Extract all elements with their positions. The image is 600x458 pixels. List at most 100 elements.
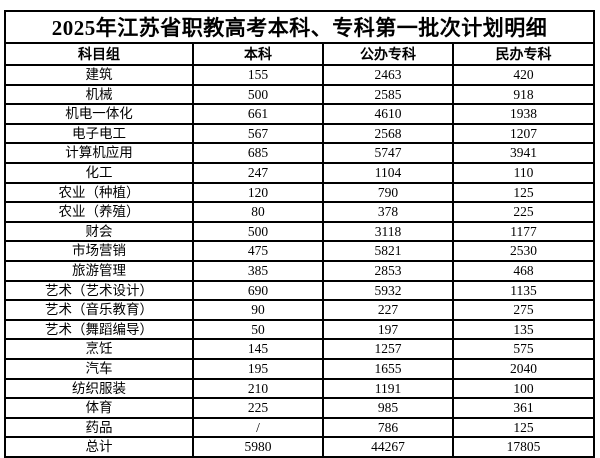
- undergraduate-value-cell: 90: [192, 299, 324, 321]
- private-college-value-cell: 100: [452, 377, 595, 400]
- public-college-value-cell: 1104: [322, 161, 454, 184]
- subject-group-cell: 电子电工: [4, 122, 194, 145]
- table-row: 艺术（艺术设计） 690 5932 1135: [4, 279, 595, 302]
- subject-group-cell: 计算机应用: [4, 142, 194, 164]
- subject-group-cell: 农业（种植）: [4, 181, 194, 204]
- public-college-value-cell: 4610: [322, 103, 454, 125]
- undergraduate-value-cell: 661: [192, 103, 324, 125]
- undergraduate-value-cell: 5980: [192, 436, 324, 458]
- subject-group-cell: 机电一体化: [4, 103, 194, 125]
- public-college-value-cell: 790: [322, 181, 454, 204]
- undergraduate-value-cell: 690: [192, 279, 324, 302]
- undergraduate-value-cell: 685: [192, 142, 324, 164]
- column-header-public-college: 公办专科: [322, 42, 454, 66]
- public-college-value-cell: 2568: [322, 122, 454, 145]
- public-college-value-cell: 3118: [322, 220, 454, 243]
- private-college-value-cell: 361: [452, 397, 595, 419]
- subject-group-cell: 汽车: [4, 357, 194, 380]
- undergraduate-value-cell: 500: [192, 83, 324, 106]
- private-college-value-cell: 17805: [452, 436, 595, 458]
- header-row: 科目组 本科 公办专科 民办专科: [4, 42, 595, 66]
- private-college-value-cell: 225: [452, 201, 595, 223]
- public-college-value-cell: 1191: [322, 377, 454, 400]
- column-header-undergraduate: 本科: [192, 42, 324, 66]
- private-college-value-cell: 125: [452, 181, 595, 204]
- private-college-value-cell: 1177: [452, 220, 595, 243]
- public-college-value-cell: 2853: [322, 259, 454, 282]
- public-college-value-cell: 227: [322, 299, 454, 321]
- public-college-value-cell: 985: [322, 397, 454, 419]
- private-college-value-cell: 135: [452, 318, 595, 341]
- undergraduate-value-cell: 120: [192, 181, 324, 204]
- subject-group-cell: 机械: [4, 83, 194, 106]
- undergraduate-value-cell: 247: [192, 161, 324, 184]
- public-college-value-cell: 786: [322, 416, 454, 439]
- undergraduate-value-cell: 475: [192, 240, 324, 262]
- public-college-value-cell: 1655: [322, 357, 454, 380]
- public-college-value-cell: 378: [322, 201, 454, 223]
- table-row: 财会 500 3118 1177: [4, 220, 595, 243]
- table-row: 总计 5980 44267 17805: [4, 436, 595, 458]
- subject-group-cell: 艺术（舞蹈编导）: [4, 318, 194, 341]
- table-row: 机械 500 2585 918: [4, 83, 595, 106]
- table-row: 艺术（舞蹈编导） 50 197 135: [4, 318, 595, 341]
- table-body: 建筑 155 2463 420 机械 500 2585 918 机电一体化 66…: [4, 64, 595, 458]
- public-college-value-cell: 5932: [322, 279, 454, 302]
- table-row: 旅游管理 385 2853 468: [4, 259, 595, 282]
- table-row: 体育 225 985 361: [4, 397, 595, 419]
- subject-group-cell: 建筑: [4, 64, 194, 86]
- undergraduate-value-cell: 155: [192, 64, 324, 86]
- subject-group-cell: 烹饪: [4, 338, 194, 360]
- table-row: 农业（养殖） 80 378 225: [4, 201, 595, 223]
- subject-group-cell: 纺织服装: [4, 377, 194, 400]
- table-row: 汽车 195 1655 2040: [4, 357, 595, 380]
- table-row: 药品 / 786 125: [4, 416, 595, 439]
- title-row: 2025年江苏省职教高考本科、专科第一批次计划明细: [4, 10, 595, 44]
- private-college-value-cell: 1938: [452, 103, 595, 125]
- private-college-value-cell: 3941: [452, 142, 595, 164]
- undergraduate-value-cell: 210: [192, 377, 324, 400]
- undergraduate-value-cell: 80: [192, 201, 324, 223]
- undergraduate-value-cell: 50: [192, 318, 324, 341]
- subject-group-cell: 市场营销: [4, 240, 194, 262]
- subject-group-cell: 艺术（音乐教育）: [4, 299, 194, 321]
- table-title: 2025年江苏省职教高考本科、专科第一批次计划明细: [4, 10, 595, 44]
- table-row: 艺术（音乐教育） 90 227 275: [4, 299, 595, 321]
- table-row: 建筑 155 2463 420: [4, 64, 595, 86]
- private-college-value-cell: 468: [452, 259, 595, 282]
- public-college-value-cell: 5821: [322, 240, 454, 262]
- undergraduate-value-cell: 195: [192, 357, 324, 380]
- private-college-value-cell: 125: [452, 416, 595, 439]
- public-college-value-cell: 1257: [322, 338, 454, 360]
- public-college-value-cell: 5747: [322, 142, 454, 164]
- undergraduate-value-cell: 567: [192, 122, 324, 145]
- table-row: 计算机应用 685 5747 3941: [4, 142, 595, 164]
- public-college-value-cell: 2585: [322, 83, 454, 106]
- table-row: 化工 247 1104 110: [4, 161, 595, 184]
- subject-group-cell: 财会: [4, 220, 194, 243]
- undergraduate-value-cell: /: [192, 416, 324, 439]
- column-header-private-college: 民办专科: [452, 42, 595, 66]
- private-college-value-cell: 420: [452, 64, 595, 86]
- private-college-value-cell: 575: [452, 338, 595, 360]
- subject-group-cell: 艺术（艺术设计）: [4, 279, 194, 302]
- plan-table: 2025年江苏省职教高考本科、专科第一批次计划明细 科目组 本科 公办专科 民办…: [4, 10, 595, 458]
- table-row: 烹饪 145 1257 575: [4, 338, 595, 360]
- undergraduate-value-cell: 500: [192, 220, 324, 243]
- private-college-value-cell: 2530: [452, 240, 595, 262]
- private-college-value-cell: 1207: [452, 122, 595, 145]
- subject-group-cell: 农业（养殖）: [4, 201, 194, 223]
- public-college-value-cell: 44267: [322, 436, 454, 458]
- private-college-value-cell: 918: [452, 83, 595, 106]
- undergraduate-value-cell: 145: [192, 338, 324, 360]
- undergraduate-value-cell: 225: [192, 397, 324, 419]
- subject-group-cell: 旅游管理: [4, 259, 194, 282]
- subject-group-cell: 化工: [4, 161, 194, 184]
- private-college-value-cell: 275: [452, 299, 595, 321]
- public-college-value-cell: 2463: [322, 64, 454, 86]
- column-header-subject-group: 科目组: [4, 42, 194, 66]
- undergraduate-value-cell: 385: [192, 259, 324, 282]
- private-college-value-cell: 2040: [452, 357, 595, 380]
- subject-group-cell: 体育: [4, 397, 194, 419]
